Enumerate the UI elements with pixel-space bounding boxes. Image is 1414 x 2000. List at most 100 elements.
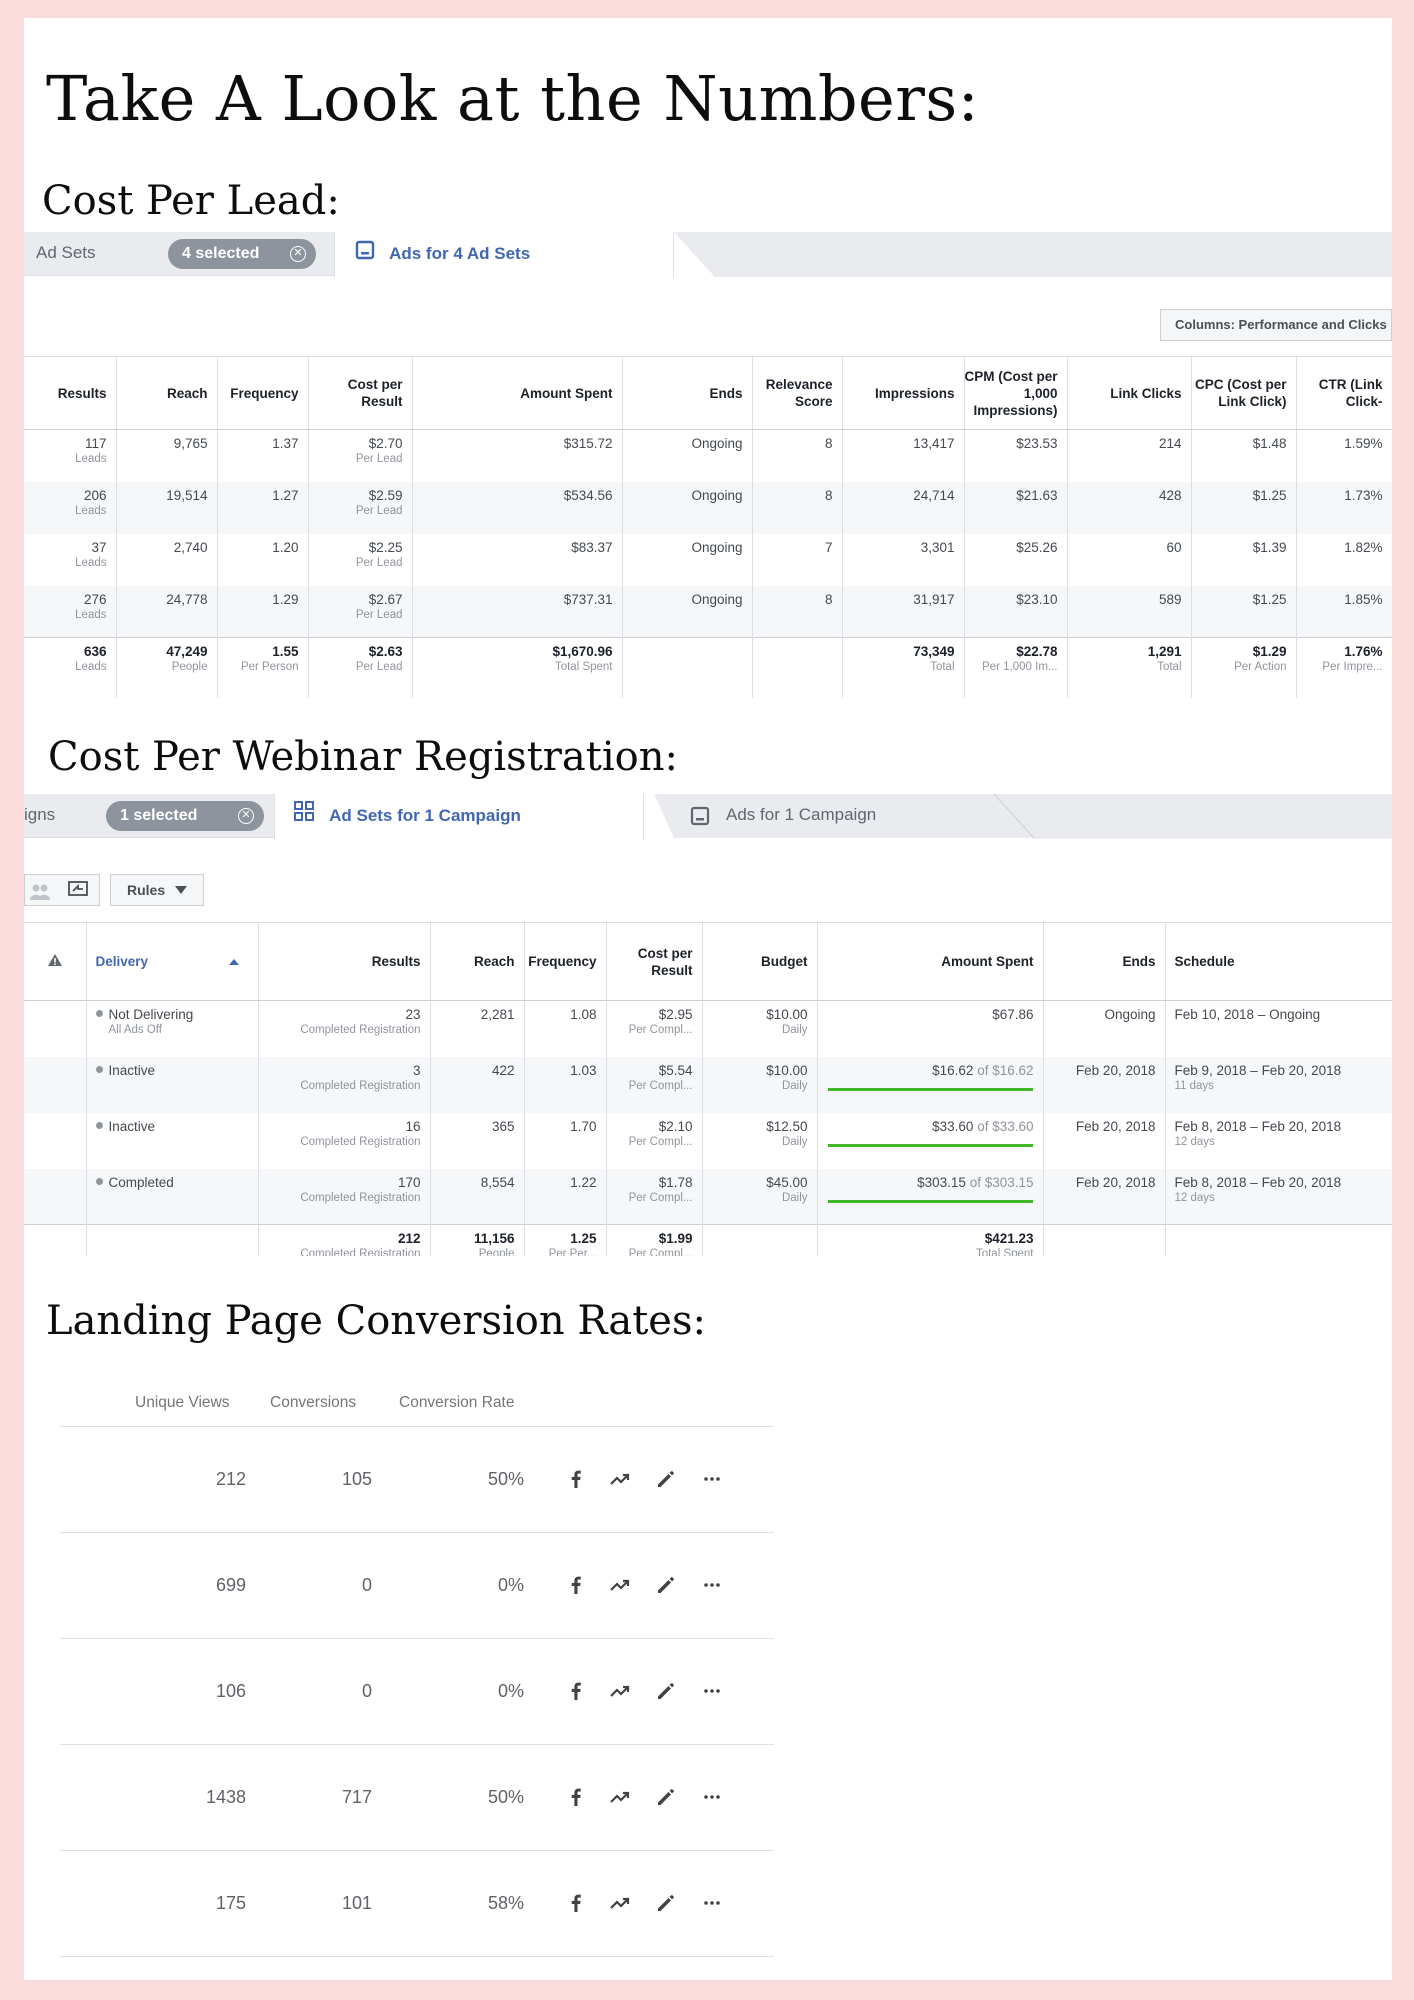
more-icon[interactable] — [700, 1573, 724, 1597]
more-icon[interactable] — [700, 1891, 724, 1915]
selection-pill[interactable]: 4 selected ✕ — [168, 239, 316, 269]
column-header-cpm[interactable]: CPM (Cost per 1,000 Impressions) — [964, 356, 1068, 430]
more-icon[interactable] — [700, 1785, 724, 1809]
column-header-ctr[interactable]: CTR (Link Click- — [1296, 356, 1392, 430]
more-icon[interactable] — [700, 1679, 724, 1703]
table-total-row: 636 Leads 47,249 People 1.55 Per Person $2.… — [24, 637, 1392, 698]
table-row[interactable]: Completed 170 Completed Registration 8,55… — [24, 1168, 1392, 1225]
warning-icon — [47, 953, 63, 970]
facebook-icon[interactable] — [564, 1573, 588, 1597]
column-header-cpc[interactable]: CPC (Cost per Link Click) — [1191, 356, 1297, 430]
column-header-schedule[interactable]: Schedule — [1165, 922, 1392, 1001]
table-row[interactable]: 206 Leads 19,514 1.27 $2.59 Per Lead $534.… — [24, 481, 1392, 534]
column-header-conversions[interactable]: Conversions — [270, 1394, 357, 1411]
clear-selection-icon[interactable]: ✕ — [238, 808, 254, 824]
tab-campaigns-label: igns — [24, 805, 56, 824]
trend-icon[interactable] — [608, 1573, 632, 1597]
link-clicks-value: 428 — [1067, 481, 1192, 534]
total-clicks: 1,291 — [1147, 644, 1182, 659]
tab-ads-active[interactable]: Ads for 4 Ad Sets — [334, 232, 674, 278]
column-header-link-clicks[interactable]: Link Clicks — [1067, 356, 1192, 430]
split-tools-button[interactable] — [24, 874, 100, 906]
column-header-cost-per-result[interactable]: Cost per Result — [606, 922, 703, 1001]
selection-count: 4 selected — [182, 245, 260, 262]
spend-progress-bar — [827, 1199, 1033, 1203]
more-icon[interactable] — [700, 1467, 724, 1491]
amount-spent-value: $33.60 — [932, 1118, 974, 1134]
columns-dropdown-button[interactable]: Columns: Performance and Clicks — [1160, 309, 1392, 341]
selection-pill[interactable]: 1 selected ✕ — [106, 801, 264, 831]
tab-ads-inactive[interactable]: Ads for 1 Campaign — [644, 794, 1392, 839]
column-header-conversion-rate[interactable]: Conversion Rate — [399, 1394, 515, 1411]
total-frequency: 1.25 — [570, 1231, 597, 1246]
tab-ad-sets-active[interactable]: Ad Sets for 1 Campaign — [274, 794, 644, 840]
results-value: 276 — [83, 591, 107, 607]
ctr-value: 1.59% — [1296, 429, 1392, 482]
total-cpc-unit: Per Action — [1234, 661, 1287, 673]
column-header-relevance[interactable]: Relevance Score — [752, 356, 843, 430]
total-cpm: $22.78 — [1016, 644, 1058, 659]
column-header-reach[interactable]: Reach — [116, 356, 218, 430]
table-row[interactable]: 117 Leads 9,765 1.37 $2.70 Per Lead $315.7… — [24, 429, 1392, 482]
table-row[interactable]: Not Delivering All Ads Off 23 Completed Re… — [24, 1000, 1392, 1057]
cost-unit: Per Compl... — [628, 1135, 693, 1148]
column-header-ends[interactable]: Ends — [1043, 922, 1166, 1001]
status-dot — [95, 1177, 103, 1185]
column-header-amount-spent[interactable]: Amount Spent — [817, 922, 1044, 1001]
column-header-impressions[interactable]: Impressions — [842, 356, 965, 430]
total-results: 636 — [83, 644, 107, 659]
facebook-icon[interactable] — [564, 1891, 588, 1915]
edit-icon[interactable] — [654, 1891, 678, 1915]
column-header-cost-per-result[interactable]: Cost per Result — [308, 356, 413, 430]
column-header-delivery[interactable]: Delivery — [86, 922, 259, 1001]
cost-value: $2.10 — [658, 1118, 693, 1134]
rules-label: Rules — [126, 882, 166, 898]
ends-value: Feb 20, 2018 — [1043, 1112, 1166, 1169]
column-header-reach[interactable]: Reach — [430, 922, 525, 1001]
column-header-frequency[interactable]: Frequency — [217, 356, 309, 430]
facebook-icon[interactable] — [564, 1679, 588, 1703]
tab-campaigns[interactable]: igns 1 selected ✕ — [24, 794, 274, 838]
status-dot — [95, 1121, 103, 1129]
list-item[interactable]: 106 0 0% — [60, 1638, 774, 1744]
facebook-icon[interactable] — [564, 1785, 588, 1809]
trend-icon[interactable] — [608, 1785, 632, 1809]
frequency-value: 1.37 — [217, 429, 309, 482]
table-row[interactable]: Inactive 3 Completed Registration 422 1.0… — [24, 1056, 1392, 1113]
edit-icon[interactable] — [654, 1785, 678, 1809]
list-item[interactable]: 1438 717 50% — [60, 1744, 774, 1850]
list-item[interactable]: 212 105 50% — [60, 1426, 774, 1532]
column-header-ends[interactable]: Ends — [622, 356, 753, 430]
ads-manager-screenshot-leads: Ad Sets 4 selected ✕ Ads for 4 Ad Sets C… — [24, 232, 1392, 702]
delivery-header-label: Delivery — [95, 954, 149, 969]
tab-ad-sets[interactable]: Ad Sets 4 selected ✕ — [24, 232, 334, 276]
cost-unit: Per Lead — [355, 556, 403, 569]
column-header-amount-spent[interactable]: Amount Spent — [412, 356, 623, 430]
table-header-row: Delivery Results Reach Frequency Cost pe… — [24, 922, 1392, 1001]
trend-icon[interactable] — [608, 1891, 632, 1915]
list-item[interactable]: 699 0 0% — [60, 1532, 774, 1638]
table-row[interactable]: 37 Leads 2,740 1.20 $2.25 Per Lead $83.37 … — [24, 533, 1392, 586]
clear-selection-icon[interactable]: ✕ — [290, 246, 306, 262]
trend-icon[interactable] — [608, 1467, 632, 1491]
table-row[interactable]: 276 Leads 24,778 1.29 $2.67 Per Lead $737.… — [24, 585, 1392, 638]
column-header-frequency[interactable]: Frequency — [524, 922, 607, 1001]
column-header-warning[interactable] — [24, 922, 87, 1001]
column-header-results[interactable]: Results — [24, 356, 117, 430]
edit-icon[interactable] — [654, 1679, 678, 1703]
results-value: 23 — [405, 1007, 421, 1022]
edit-icon[interactable] — [654, 1573, 678, 1597]
column-header-results[interactable]: Results — [258, 922, 431, 1001]
facebook-icon[interactable] — [564, 1467, 588, 1491]
table-row[interactable]: Inactive 16 Completed Registration 365 1.… — [24, 1112, 1392, 1169]
total-cpc: $1.29 — [1252, 644, 1287, 659]
total-spent: $421.23 — [984, 1231, 1034, 1246]
trend-icon[interactable] — [608, 1679, 632, 1703]
column-header-budget[interactable]: Budget — [702, 922, 818, 1001]
amount-spent-limit: of $303.15 — [965, 1174, 1034, 1190]
edit-icon[interactable] — [654, 1467, 678, 1491]
total-ctr: 1.76% — [1344, 644, 1383, 659]
list-item[interactable]: 175 101 58% — [60, 1850, 774, 1956]
column-header-unique-views[interactable]: Unique Views — [135, 1394, 230, 1411]
rules-dropdown-button[interactable]: Rules — [110, 874, 204, 906]
